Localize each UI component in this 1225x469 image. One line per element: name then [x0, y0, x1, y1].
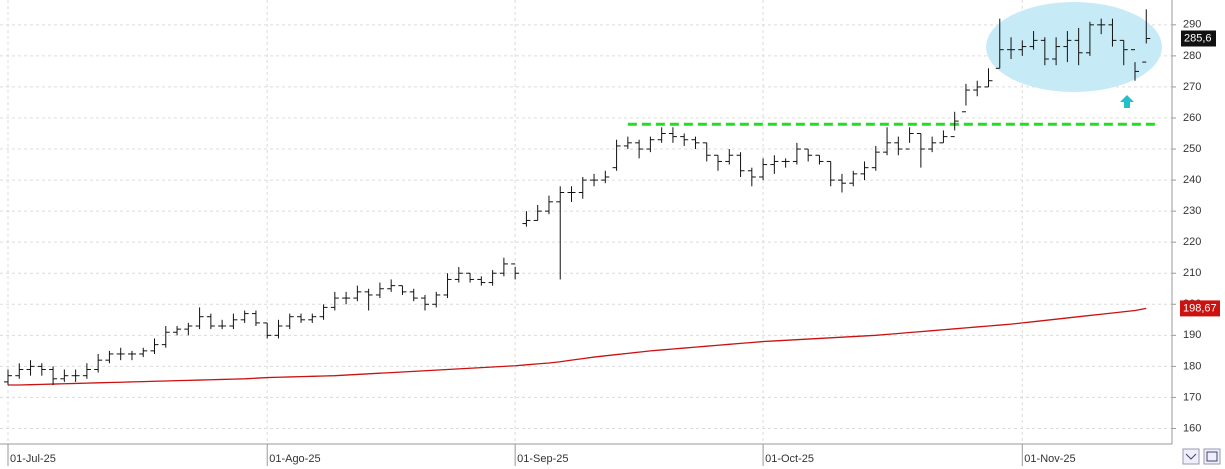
y-tick-label: 210 [1183, 267, 1201, 279]
x-tick-label: 01-Oct-25 [765, 453, 814, 465]
y-tick-label: 180 [1183, 360, 1201, 372]
y-tick-label: 240 [1183, 174, 1201, 186]
x-tick-label: 01-Nov-25 [1024, 453, 1075, 465]
y-tick-label: 220 [1183, 236, 1201, 248]
y-tick-label: 260 [1183, 112, 1201, 124]
y-tick-label: 160 [1183, 422, 1201, 434]
arrow-up [1120, 95, 1134, 108]
last-price-label: 285,6 [1184, 32, 1212, 44]
x-tick-label: 01-Jul-25 [10, 453, 56, 465]
moving-average [8, 307, 1147, 386]
y-tick-label: 270 [1183, 81, 1201, 93]
y-tick-label: 280 [1183, 50, 1201, 62]
y-tick-label: 290 [1183, 19, 1201, 31]
y-tick-label: 170 [1183, 391, 1201, 403]
x-tick-label: 01-Sep-25 [517, 453, 568, 465]
y-tick-label: 250 [1183, 143, 1201, 155]
y-tick-label: 230 [1183, 205, 1201, 217]
ma-price-box [1180, 300, 1220, 317]
scroll-button[interactable] [1182, 448, 1200, 465]
save-icon [1206, 451, 1218, 462]
ma-price-label: 198,67 [1183, 302, 1217, 314]
x-tick-label: 01-Ago-25 [269, 453, 320, 465]
last-price-box [1181, 30, 1216, 47]
scroll-icon [1185, 453, 1197, 460]
y-tick-label: 190 [1183, 329, 1201, 341]
highlight-ellipse [986, 2, 1162, 92]
save-button[interactable] [1203, 448, 1221, 465]
